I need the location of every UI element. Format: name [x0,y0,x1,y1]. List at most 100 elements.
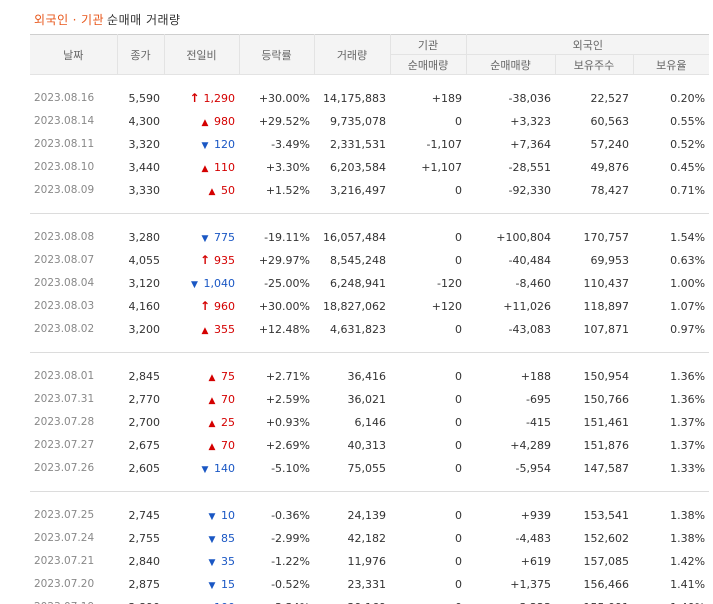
table-row: 2023.08.09 3,330 ▲ 50 +1.52% 3,216,497 0 -92,33… [30,179,709,202]
row-foreign-net: +7,364 [510,137,551,151]
row-volume: 75,055 [347,461,387,475]
table-row: 2023.08.03 4,160 ↑ 960 +30.00% 18,827,062 +120… [30,295,709,318]
row-foreign-ratio: 1.38% [670,508,706,522]
row-date: 2023.07.31 [34,393,95,405]
row-date: 2023.08.14 [34,115,95,127]
row-foreign-holdings: 151,461 [583,415,630,429]
row-change: ▼ 120 [164,133,239,156]
row-volume: 16,057,484 [323,230,386,244]
row-close: 4,300 [128,114,161,128]
header-foreign-holdings: 보유주수 [554,54,634,75]
row-foreign-holdings: 107,871 [583,322,630,336]
table-row: 2023.08.04 3,120 ▼ 1,040 -25.00% 6,248,941 -12… [30,272,709,295]
up-triangle-icon: ▲ [201,117,209,128]
row-foreign-holdings: 22,527 [590,91,630,105]
up-triangle-icon: ▲ [208,418,216,429]
row-close: 2,675 [128,438,161,452]
row-foreign-net: -38,036 [508,91,551,105]
down-triangle-icon: ▼ [201,464,209,475]
row-change: ▼ 85 [164,527,239,550]
row-institution-net: 0 [455,438,462,452]
row-foreign-holdings: 150,766 [583,392,630,406]
row-institution-net: 0 [455,114,462,128]
row-foreign-holdings: 170,757 [583,230,630,244]
table-row: 2023.08.11 3,320 ▼ 120 -3.49% 2,331,531 -1,107… [30,133,709,156]
title-institution: 기관 [80,13,105,27]
row-rate: +2.69% [265,438,310,452]
row-change: ▲ 50 [164,179,239,202]
row-change-value: 980 [214,114,235,128]
group-spacer [30,353,709,365]
row-date: 2023.08.09 [34,184,95,196]
row-change-value: 25 [221,415,235,429]
up-triangle-icon: ▲ [208,186,216,197]
row-change-value: 110 [214,160,235,174]
table-row: 2023.08.10 3,440 ▲ 110 +3.30% 6,203,584 +1,107… [30,156,709,179]
header-foreign-ratio: 보유율 [632,54,710,75]
title-dot: · [72,13,77,27]
limit-up-arrow-icon: ↑ [199,299,211,313]
row-volume: 36,416 [347,369,387,383]
row-rate: +30.00% [258,299,310,313]
row-volume: 6,146 [354,415,387,429]
row-institution-net: 0 [455,322,462,336]
row-change: ▼100 [164,596,239,604]
row-rate: -3.34% [239,596,314,604]
row-foreign-holdings: 153,541 [583,508,630,522]
row-institution-net: -120 [437,276,462,290]
row-volume: 8,545,248 [330,253,386,267]
group-divider [30,340,710,353]
row-volume: 24,139 [347,508,387,522]
header-date: 날짜 [30,34,118,75]
row-institution-net: +1,107 [421,160,462,174]
row-date: 2023.07.19 [30,596,117,604]
row-volume: 40,313 [347,438,387,452]
row-foreign-net: -4,483 [515,531,551,545]
row-change: ▲ 75 [164,365,239,388]
row-change: ↑ 960 [164,295,239,318]
row-date: 2023.07.20 [34,578,95,590]
row-close: 2,605 [128,461,161,475]
table-row: 2023.07.31 2,770 ▲ 70 +2.59% 36,021 0 -695 150,7… [30,388,709,411]
title-foreign: 외국인 [34,13,69,27]
row-change: ▼ 775 [164,226,239,249]
row-rate: -2.99% [271,531,310,545]
row-institution-net: -1,107 [426,137,462,151]
header-rate: 등락률 [238,34,315,75]
row-date: 2023.07.27 [34,439,95,451]
row-foreign-net: -8,460 [515,276,551,290]
row-volume: 2,331,531 [330,137,386,151]
row-date: 2023.08.11 [34,138,95,150]
row-foreign-ratio: 1.00% [670,276,706,290]
row-foreign-holdings: 69,953 [590,253,630,267]
row-foreign-ratio: 1.54% [670,230,706,244]
row-foreign-holdings: 118,897 [583,299,630,313]
row-institution-net: 0 [455,369,462,383]
down-triangle-icon: ▼ [201,140,209,151]
row-rate: +29.52% [258,114,310,128]
row-change-value: 100 [214,601,235,604]
header-institution-net: 순매매량 [389,54,467,75]
row-volume: 36,021 [347,392,387,406]
row-institution-net: 0 [455,577,462,591]
table-row: 2023.07.28 2,700 ▲ 25 +0.93% 6,146 0 -415 151,46… [30,411,709,434]
row-change: ▲ 70 [164,434,239,457]
row-date: 2023.07.25 [34,509,95,521]
row-change-value: 775 [214,230,235,244]
row-date: 2023.08.02 [34,323,95,335]
down-triangle-icon: ▼ [208,534,216,545]
header-change: 전일비 [163,34,240,75]
header-close: 종가 [116,34,165,75]
row-foreign-holdings: 147,587 [583,461,630,475]
row-volume: 4,631,823 [330,322,386,336]
row-foreign-ratio: 0.45% [670,160,706,174]
row-foreign-holdings: 150,954 [583,369,630,383]
row-volume: 11,976 [347,554,387,568]
row-foreign-net: -28,551 [508,160,551,174]
row-institution-net: 0 [455,508,462,522]
row-change: ↑ 1,290 [164,87,239,110]
row-rate: +1.52% [265,183,310,197]
header-foreign-group: 외국인 [465,34,710,55]
row-rate: +2.59% [265,392,310,406]
row-foreign-ratio: 1.42% [670,554,706,568]
